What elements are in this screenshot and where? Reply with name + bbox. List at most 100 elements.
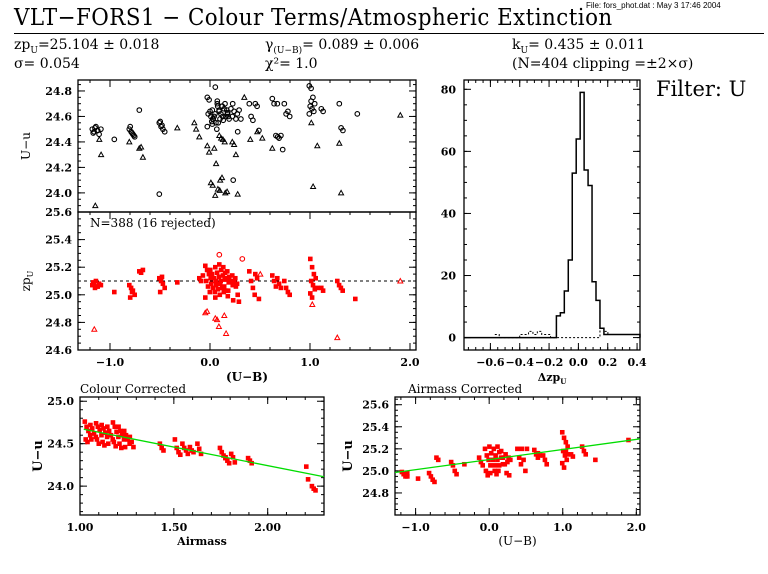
data-point: [98, 126, 104, 133]
x-axis-label: ΔzpU: [538, 371, 567, 386]
data-point: [136, 107, 143, 113]
data-point: [274, 133, 281, 140]
x-tick-label: 1.00: [67, 521, 94, 534]
y-axis-label-subscript: U: [26, 270, 35, 277]
data-point: [221, 264, 226, 270]
data-point: [190, 119, 198, 126]
filter-label: Filter: U: [656, 77, 747, 101]
data-point: [217, 445, 223, 451]
data-point: [213, 119, 219, 126]
data-point: [94, 437, 100, 442]
colour-term-stat: γ(U−B)= 0.089 ± 0.006: [265, 37, 419, 56]
data-point: [99, 422, 104, 428]
data-point: [137, 143, 145, 150]
data-point: [531, 447, 537, 453]
fit-line: [394, 438, 641, 474]
data-point: [93, 421, 99, 426]
data-point: [93, 278, 99, 284]
panel-title: Airmass Corrected: [407, 382, 523, 396]
data-point: [225, 269, 230, 274]
data-point: [121, 437, 127, 442]
data-point: [216, 274, 222, 280]
y-tick-label: 25.0: [45, 289, 72, 302]
data-point: [268, 144, 276, 151]
data-point: [213, 316, 221, 323]
data-point: [218, 174, 226, 181]
y-tick-label: 24.6: [45, 110, 72, 123]
data-point: [187, 444, 193, 450]
x-tick-label: 1.0: [300, 356, 319, 369]
data-point: [214, 100, 221, 107]
data-point: [488, 463, 493, 468]
data-point: [129, 439, 134, 445]
data-point: [230, 454, 236, 460]
data-point: [222, 329, 230, 336]
data-point: [542, 457, 548, 463]
data-point: [278, 132, 284, 139]
x-tick-label: 0.0: [569, 356, 588, 369]
data-point: [196, 446, 202, 452]
data-point: [308, 98, 314, 105]
x-axis-label: Airmass: [176, 535, 227, 548]
data-point: [484, 453, 490, 458]
data-point: [220, 273, 226, 278]
data-point: [110, 437, 116, 442]
gamma-symbol: γ: [265, 37, 274, 53]
data-point: [570, 454, 576, 459]
data-point: [157, 289, 163, 295]
data-point: [559, 429, 565, 435]
data-point: [195, 441, 200, 446]
data-point: [208, 267, 213, 273]
data-point: [198, 451, 204, 457]
data-point: [207, 179, 215, 186]
fit-line: [83, 428, 325, 478]
data-point: [405, 474, 410, 479]
data-point: [307, 119, 315, 126]
data-point: [211, 191, 219, 198]
data-point: [250, 285, 256, 291]
data-point: [205, 284, 211, 289]
data-point: [203, 142, 211, 149]
data-point: [215, 286, 221, 292]
data-point: [311, 271, 317, 277]
data-point: [274, 100, 281, 107]
data-point: [216, 251, 223, 258]
data-point: [210, 116, 217, 122]
y-tick-label: 25.6: [45, 206, 72, 219]
y-tick-label: 25.4: [362, 421, 389, 434]
y-axis-label: U−u: [341, 440, 356, 472]
data-point: [87, 432, 93, 438]
data-point: [482, 446, 488, 452]
y-tick-label: 24.8: [45, 316, 72, 329]
data-point: [129, 289, 135, 295]
histogram-accepted-bins: [464, 91, 641, 339]
y-tick-label: 24.5: [47, 438, 74, 451]
data-point: [308, 85, 314, 92]
x-axis-label: (U−B): [226, 370, 268, 384]
data-point: [353, 296, 358, 302]
data-point: [205, 148, 213, 155]
x-ticks: [79, 397, 325, 515]
data-point: [544, 461, 550, 467]
data-point: [178, 452, 183, 458]
data-point: [450, 463, 456, 468]
y-tick-label: 25.2: [362, 443, 389, 456]
data-point: [135, 144, 143, 151]
x-ticks: [89, 212, 411, 350]
data-point: [230, 282, 235, 288]
data-point: [207, 289, 213, 295]
data-point: [213, 264, 218, 270]
data-point: [476, 455, 482, 460]
data-point: [90, 280, 96, 285]
data-point: [428, 474, 434, 479]
data-point: [85, 439, 90, 445]
data-point: [238, 116, 244, 122]
data-point: [212, 160, 220, 167]
page-title: VLT−FORS1 − Colour Terms/Atmospheric Ext…: [14, 5, 613, 31]
data-point: [256, 296, 262, 302]
data-point: [234, 281, 240, 287]
data-point: [97, 427, 102, 433]
data-point: [336, 100, 343, 107]
data-points: [89, 83, 404, 209]
data-point: [217, 116, 223, 122]
